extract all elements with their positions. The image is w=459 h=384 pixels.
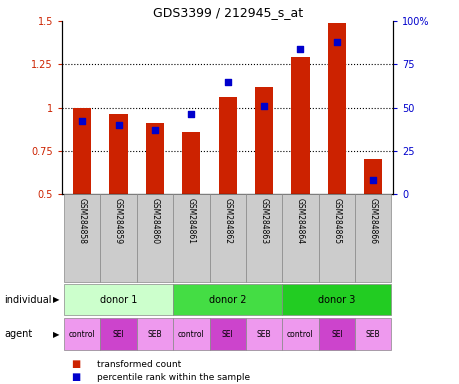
Bar [209,318,246,350]
Bar [246,318,282,350]
Bar [218,97,236,194]
Text: GSM284866: GSM284866 [368,199,377,245]
Text: SEB: SEB [256,329,271,339]
Text: SEI: SEI [221,329,233,339]
Point [296,46,303,52]
Text: SEI: SEI [330,329,342,339]
Text: GSM284862: GSM284862 [223,199,232,244]
Bar [64,194,100,282]
Bar [100,194,136,282]
Bar [291,58,309,194]
Bar [354,318,391,350]
Bar [136,194,173,282]
Bar [173,194,209,282]
Bar [109,114,127,194]
Text: percentile rank within the sample: percentile rank within the sample [96,372,249,382]
Point [260,103,267,109]
Bar [318,194,354,282]
Text: control: control [68,329,95,339]
Bar [282,318,318,350]
Text: SEB: SEB [147,329,162,339]
Text: ▶: ▶ [53,329,59,339]
Text: GSM284859: GSM284859 [114,199,123,245]
Bar [282,194,318,282]
Text: ■: ■ [71,372,80,382]
Bar [173,284,282,315]
Bar [246,194,282,282]
Point [187,111,195,118]
Bar [254,87,273,194]
Bar [318,318,354,350]
Point [151,127,158,133]
Text: control: control [286,329,313,339]
Text: SEI: SEI [112,329,124,339]
Title: GDS3399 / 212945_s_at: GDS3399 / 212945_s_at [152,5,302,18]
Bar [209,194,246,282]
Bar [64,318,100,350]
Text: individual: individual [5,295,52,305]
Bar [182,132,200,194]
Text: agent: agent [5,329,33,339]
Bar [73,108,91,194]
Text: donor 2: donor 2 [208,295,246,305]
Text: SEB: SEB [365,329,380,339]
Text: GSM284865: GSM284865 [332,199,341,245]
Bar [327,23,345,194]
Point [224,79,231,85]
Text: transformed count: transformed count [96,359,180,369]
Text: donor 1: donor 1 [100,295,137,305]
Text: ▶: ▶ [53,295,59,304]
Point [78,118,86,124]
Text: GSM284861: GSM284861 [186,199,196,244]
Bar [282,284,391,315]
Bar [146,123,164,194]
Bar [364,159,381,194]
Point [369,177,376,183]
Text: GSM284864: GSM284864 [295,199,304,245]
Text: donor 3: donor 3 [318,295,355,305]
Point [332,39,340,45]
Point [115,122,122,128]
Text: GSM284863: GSM284863 [259,199,268,245]
Bar [136,318,173,350]
Text: control: control [178,329,204,339]
Bar [354,194,391,282]
Text: ■: ■ [71,359,80,369]
Text: GSM284858: GSM284858 [78,199,86,244]
Bar [64,284,173,315]
Text: GSM284860: GSM284860 [150,199,159,245]
Bar [173,318,209,350]
Bar [100,318,136,350]
